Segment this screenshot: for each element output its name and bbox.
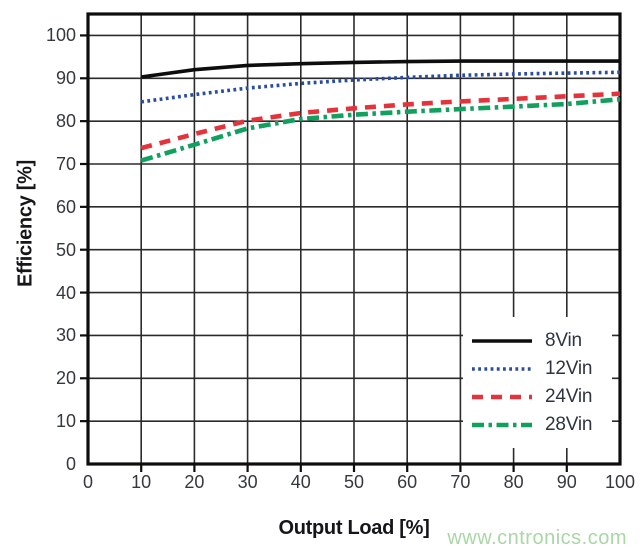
legend-label: 24Vin	[545, 386, 593, 407]
legend-item-24Vin: 24Vin	[470, 383, 592, 411]
x-tick-label: 50	[343, 472, 365, 492]
legend-line-sample	[472, 422, 532, 428]
legend-label: 8Vin	[545, 330, 582, 351]
x-tick-label: 30	[237, 472, 258, 492]
x-axis-title: Output Load [%]	[278, 517, 430, 539]
legend-line-sample	[472, 367, 532, 371]
y-tick-label: 60	[55, 196, 76, 217]
y-tick-label: 20	[55, 368, 76, 389]
y-tick-label: 40	[55, 282, 76, 303]
legend-backdrop	[463, 317, 612, 448]
legend-item-28Vin: 28Vin	[470, 411, 592, 439]
plot-frame	[86, 12, 622, 466]
y-tick-label: 100	[45, 25, 76, 46]
series-line-24Vin	[140, 91, 621, 151]
legend-label: 28Vin	[545, 414, 593, 435]
y-tick-label: 0	[65, 454, 76, 474]
watermark: www.cntronics.com	[447, 527, 627, 549]
x-tick-label: 20	[184, 472, 205, 492]
x-tick-label: 70	[450, 472, 471, 492]
y-tick-label: 80	[55, 111, 76, 132]
y-tick-label: 30	[55, 325, 76, 346]
x-tick-label: 10	[131, 472, 152, 492]
legend-item-8Vin: 8Vin	[470, 327, 592, 355]
y-tick-label: 50	[55, 239, 76, 260]
plot-area	[80, 12, 622, 472]
y-tick-label: 10	[55, 411, 76, 432]
x-tick-label: 0	[82, 472, 94, 492]
series-line-8Vin	[140, 59, 620, 79]
legend-line-sample	[472, 339, 532, 343]
y-tick-label: 70	[55, 154, 76, 174]
x-tick-label: 100	[604, 472, 636, 492]
x-tick-label: 60	[397, 472, 418, 492]
legend-line-sample	[472, 394, 532, 400]
x-tick-label: 90	[556, 472, 577, 492]
legend-item-12Vin: 12Vin	[470, 355, 592, 383]
x-tick-label: 80	[503, 472, 524, 492]
legend-label: 12Vin	[545, 358, 593, 379]
x-tick-label: 40	[290, 472, 311, 492]
legend: 8Vin 12Vin 24Vin 28Vin	[470, 327, 592, 439]
y-tick-label: 90	[55, 68, 76, 89]
series-line-12Vin	[140, 70, 621, 104]
series-line-28Vin	[140, 97, 621, 163]
